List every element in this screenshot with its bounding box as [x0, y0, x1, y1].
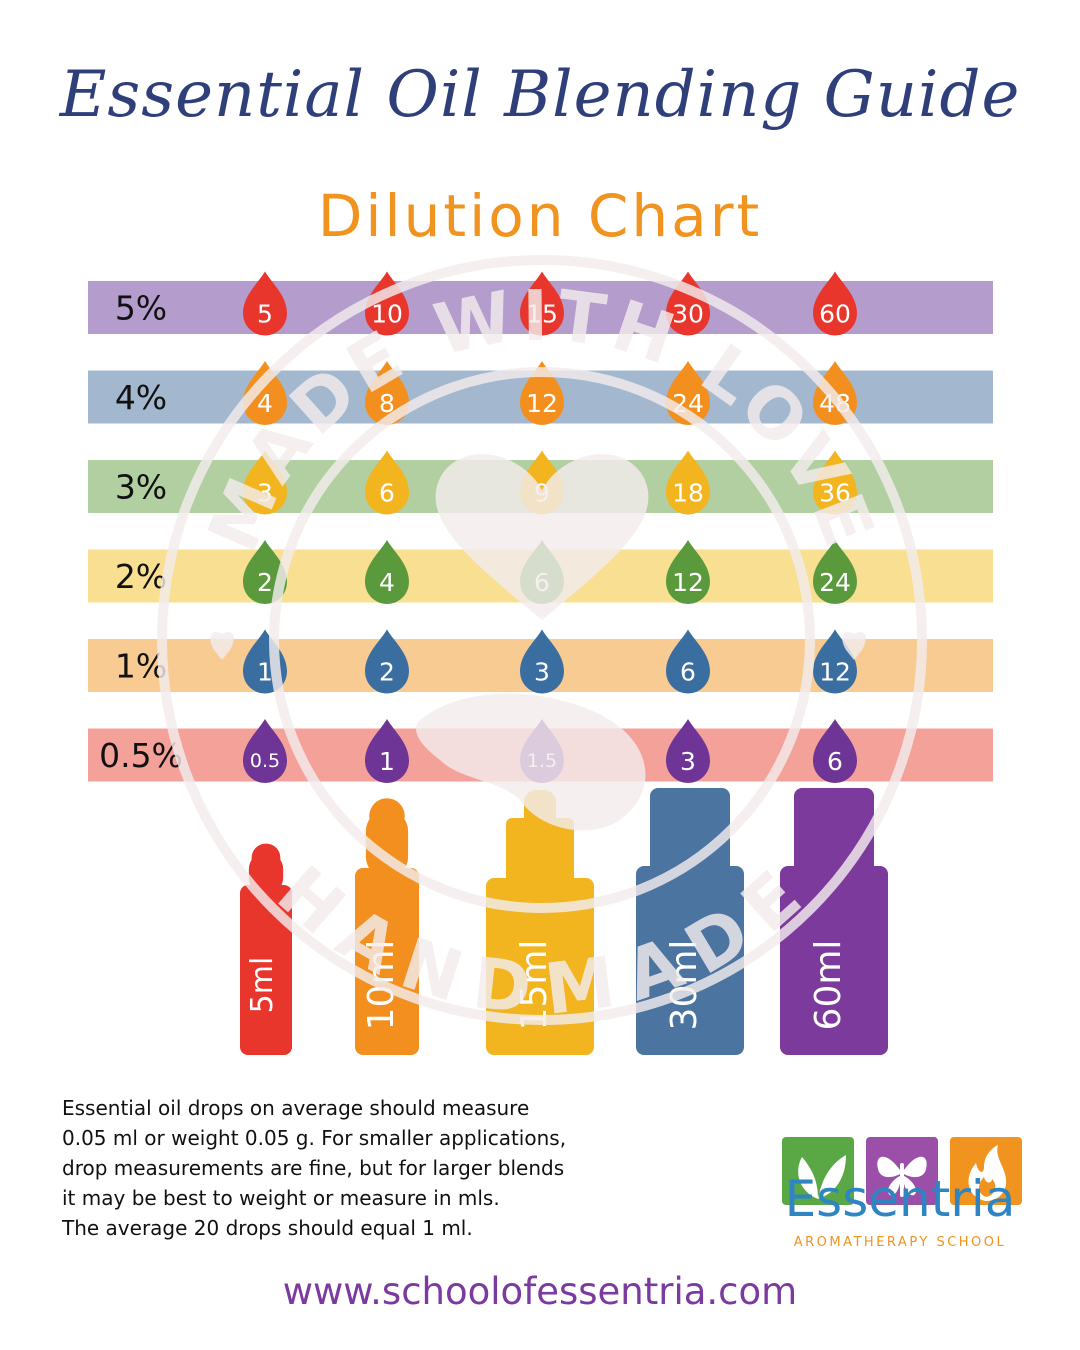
hand-icon: [416, 693, 646, 831]
oil-drop-icon: [365, 540, 409, 604]
drop-count: 10: [371, 300, 403, 329]
note-line: it may be best to weight or measure in m…: [62, 1186, 500, 1210]
oil-drop-icon: [520, 271, 564, 336]
leaf-icon: [798, 1155, 846, 1199]
oil-drop-icon: [243, 450, 287, 515]
drop-count: 12: [819, 658, 851, 687]
drop-count: 6: [379, 479, 395, 508]
oil-drop-icon: [666, 450, 710, 515]
logo-name: Essentria: [784, 1170, 1016, 1228]
bottle-5ml: [240, 843, 292, 1055]
bottle-cap: [794, 788, 874, 876]
logo-tagline: AROMATHERAPY SCHOOL: [793, 1235, 1007, 1250]
flame-icon: [968, 1145, 1007, 1201]
note-line: 0.05 ml or weight 0.05 g. For smaller ap…: [62, 1126, 567, 1150]
drop-count: 1: [257, 658, 273, 687]
oil-drop-icon: [666, 540, 710, 604]
oil-drop-icon: [243, 361, 287, 425]
drop-count: 36: [819, 479, 851, 508]
roller-ball: [251, 843, 281, 873]
bottle-body: [486, 878, 594, 1055]
heart-icon: [435, 454, 649, 620]
website-link[interactable]: www.schoolofessentria.com: [282, 1270, 798, 1313]
oil-drop-icon: [243, 719, 287, 783]
drop-measurement-note: Essential oil drops on average should me…: [62, 1093, 742, 1243]
note-line: drop measurements are fine, but for larg…: [62, 1156, 565, 1180]
oil-drop-icon: [666, 719, 710, 783]
drop-count: 4: [379, 568, 395, 597]
leaf-tile: [782, 1137, 854, 1205]
drop-count: 0.5: [250, 750, 280, 772]
drop-count: 4: [257, 389, 273, 418]
bottle-body: [240, 885, 292, 1055]
bottle-size-label: 60ml: [808, 940, 849, 1031]
drop-count: 2: [257, 568, 273, 597]
drop-count: 18: [672, 479, 704, 508]
dilution-chart: 5%5101530604%481224483%36918362%24612241…: [88, 255, 993, 1055]
drop-count: 12: [526, 389, 558, 418]
oil-drop-icon: [243, 271, 287, 336]
drop-count: 1: [379, 747, 395, 776]
butterfly-icon: [877, 1156, 927, 1197]
drop-count: 60: [819, 300, 851, 329]
oil-drop-icon: [666, 629, 710, 694]
drop-count: 24: [819, 568, 851, 597]
heart-icon: [210, 631, 234, 660]
oil-drop-icon: [365, 719, 409, 783]
drop-count: 12: [672, 568, 704, 597]
drop-count: 3: [534, 658, 550, 687]
roller-ball: [369, 798, 405, 834]
row-label: 0.5%: [99, 736, 183, 775]
bottle-body: [636, 866, 744, 1055]
oil-drop-icon: [365, 629, 409, 694]
row-label: 2%: [115, 557, 167, 596]
page-title: Essential Oil Blending Guide: [59, 58, 1021, 132]
drop-count: 3: [257, 479, 273, 508]
note-line: The average 20 drops should equal 1 ml.: [62, 1216, 473, 1240]
oil-drop-icon: [365, 450, 409, 515]
dropper-cap: [506, 818, 574, 886]
row-label: 5%: [115, 289, 167, 328]
oil-drop-icon: [813, 719, 857, 783]
page-subtitle: Dilution Chart: [317, 182, 763, 250]
oil-drop-icon: [813, 540, 857, 604]
oil-drop-icon: [813, 450, 857, 515]
row-label: 4%: [115, 378, 167, 417]
drop-count: 5: [257, 300, 273, 329]
drop-count: 6: [827, 747, 843, 776]
drop-count: 8: [379, 389, 395, 418]
drop-count: 6: [680, 658, 696, 687]
row-label: 3%: [115, 468, 167, 507]
drop-count: 3: [680, 747, 696, 776]
drop-count: 30: [672, 300, 704, 329]
oil-drop-icon: [813, 271, 857, 336]
bottle-10ml: [355, 798, 419, 1055]
drop-count: 2: [379, 658, 395, 687]
bottle-body: [355, 868, 419, 1055]
drop-count: 15: [526, 300, 558, 329]
bottle-size-label: 5ml: [245, 957, 280, 1014]
note-line: Essential oil drops on average should me…: [62, 1096, 530, 1120]
heart-icon: [842, 631, 866, 660]
oil-drop-icon: [520, 629, 564, 694]
essentria-logo: [782, 1137, 1022, 1205]
